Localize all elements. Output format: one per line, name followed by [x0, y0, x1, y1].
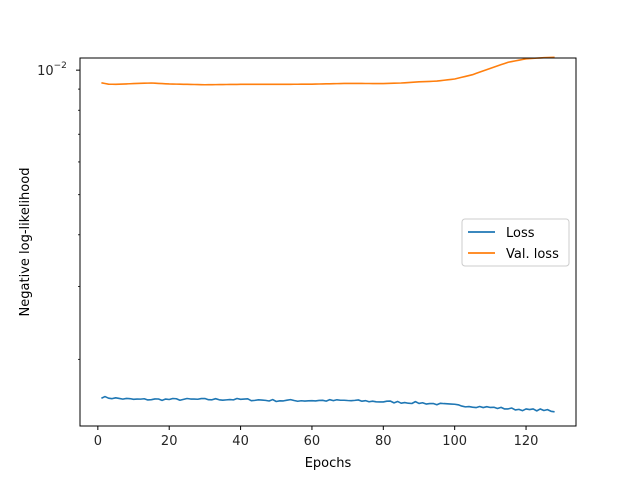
x-axis: 0 20 40 60 80 100 120	[94, 426, 539, 449]
legend-label-loss: Loss	[506, 226, 535, 241]
x-tick-label: 100	[442, 434, 467, 449]
x-tick-label: 80	[375, 434, 392, 449]
x-tick-label: 40	[232, 434, 249, 449]
series-line-val-loss	[101, 56, 555, 86]
x-tick-label: 60	[304, 434, 321, 449]
legend-label-val-loss: Val. loss	[506, 247, 559, 262]
series-line-loss	[101, 395, 555, 413]
y-axis: 10−2	[37, 61, 80, 360]
plot-area	[101, 56, 555, 413]
y-tick-label: 10−2	[37, 61, 67, 79]
y-axis-label: Negative log-likelihood	[18, 168, 33, 317]
legend: Loss Val. loss	[461, 218, 570, 267]
x-axis-label: Epochs	[305, 456, 352, 471]
x-tick-label: 20	[161, 434, 178, 449]
legend-box	[461, 218, 570, 267]
axes-frame	[79, 57, 577, 427]
x-tick-label: 120	[514, 434, 539, 449]
x-tick-label: 0	[94, 434, 102, 449]
